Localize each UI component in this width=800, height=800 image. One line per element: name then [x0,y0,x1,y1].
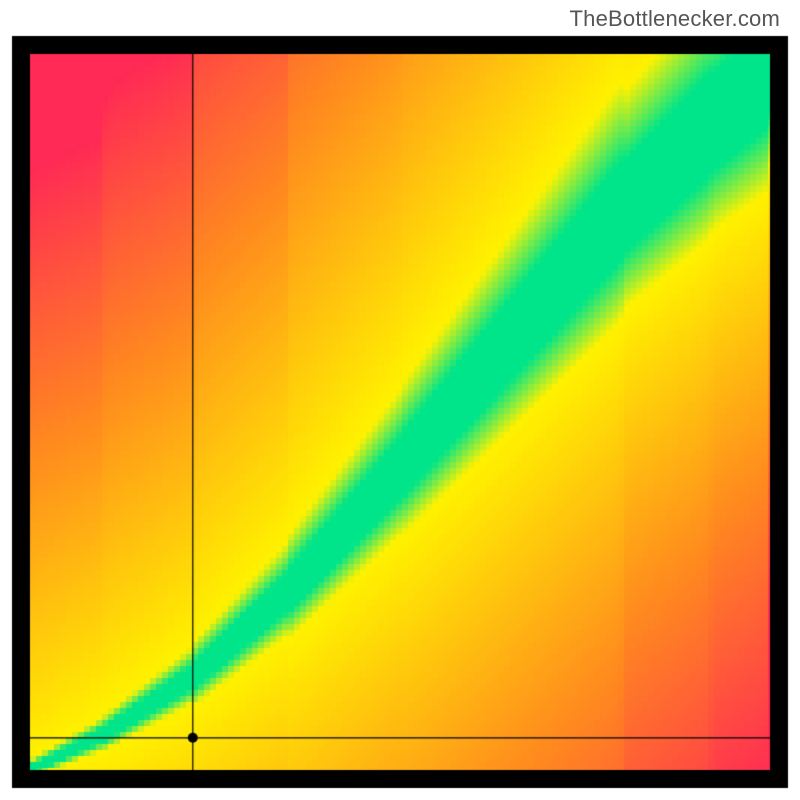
bottleneck-heatmap [0,0,800,800]
watermark-text: TheBottlenecker.com [570,6,780,32]
